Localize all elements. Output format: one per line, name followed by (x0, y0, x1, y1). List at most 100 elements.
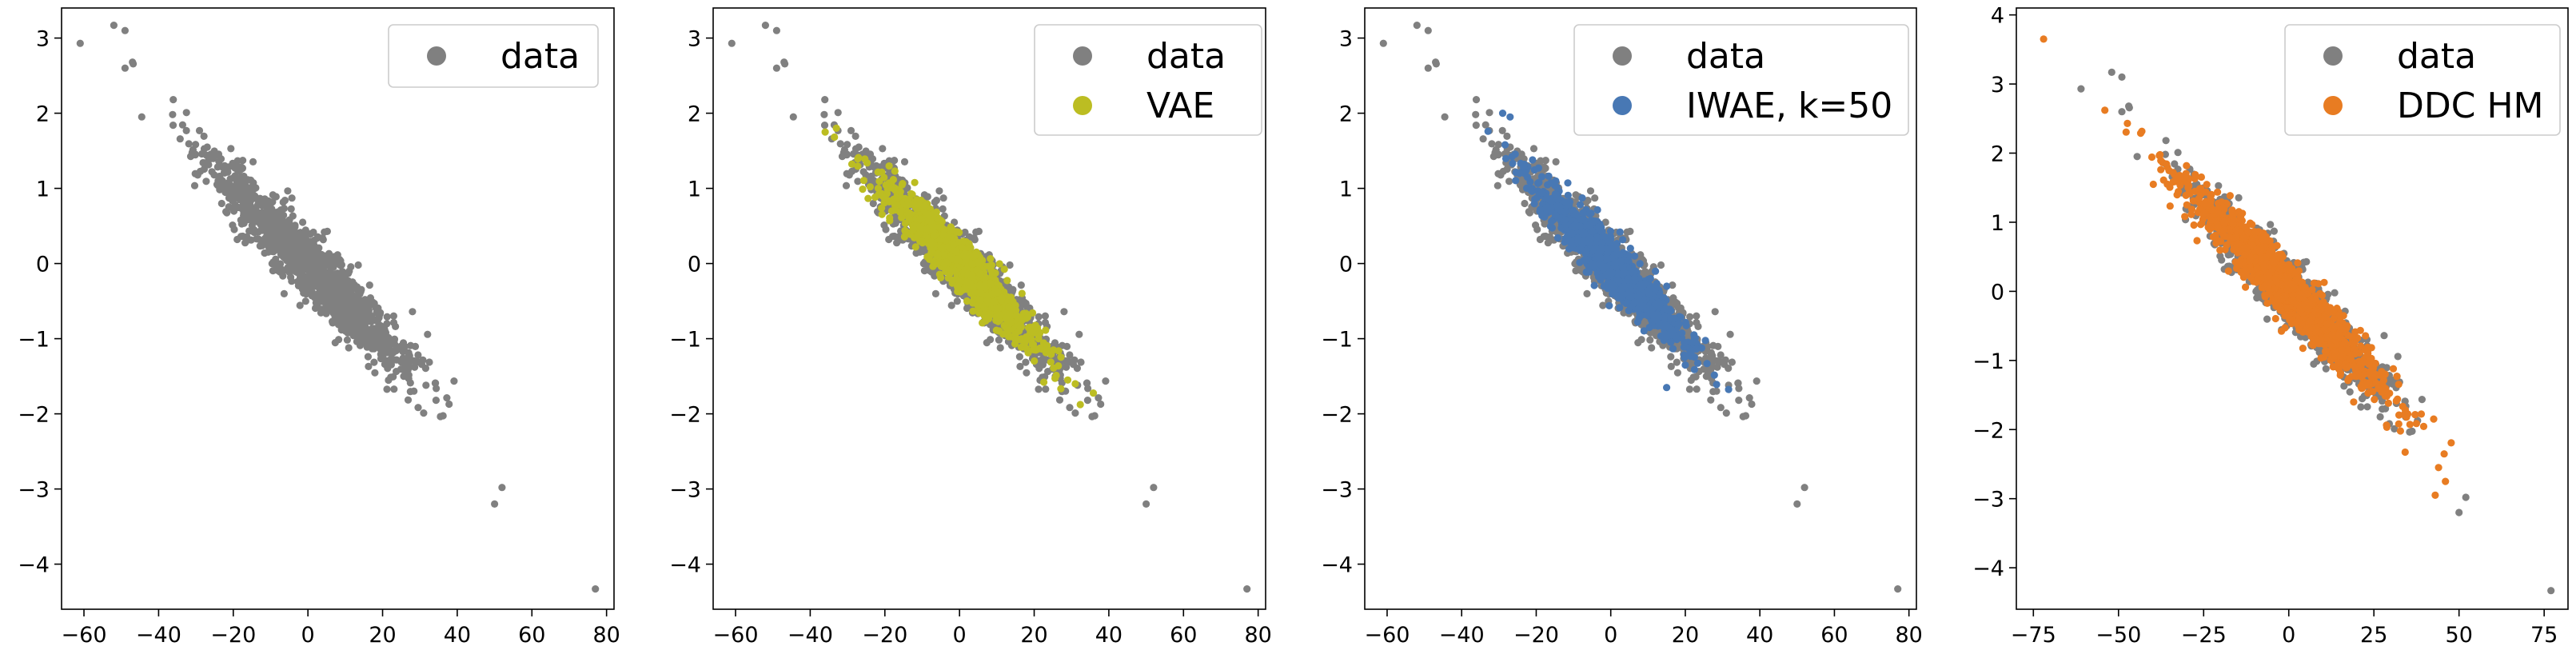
data-point (1066, 351, 1074, 359)
data-point (377, 322, 385, 330)
data-point (842, 181, 851, 189)
y-tick-label: 2 (688, 102, 701, 127)
data-point (313, 281, 321, 289)
data-point (200, 132, 208, 140)
legend-label: VAE (1146, 86, 1214, 126)
data-point (1075, 330, 1083, 338)
data-point (1031, 321, 1039, 329)
data-point (405, 349, 413, 357)
data-point (138, 113, 146, 121)
data-point (863, 159, 871, 167)
data-point (950, 241, 958, 249)
data-point (892, 205, 900, 214)
data-point (878, 168, 886, 176)
data-point (205, 156, 213, 164)
data-point (390, 337, 398, 345)
data-point (1016, 362, 1024, 370)
data-point (380, 341, 388, 349)
x-tick-label: 0 (301, 623, 315, 648)
data-point (309, 273, 317, 281)
data-point (207, 150, 215, 158)
x-tick-label: 80 (592, 623, 620, 648)
data-point (996, 344, 1004, 352)
data-point (987, 255, 995, 263)
data-point (976, 270, 984, 278)
legend-marker (1073, 46, 1092, 66)
data-point (900, 158, 909, 166)
data-point (1713, 387, 1721, 395)
data-point (296, 273, 305, 281)
data-point (972, 228, 980, 236)
x-tick-label: 60 (1170, 623, 1197, 648)
data-point (1012, 311, 1020, 319)
data-point (903, 201, 911, 209)
data-point (223, 209, 231, 217)
data-point (1088, 413, 1096, 421)
data-point (420, 409, 428, 417)
data-point (1142, 500, 1150, 508)
data-point (401, 367, 409, 375)
data-point (293, 232, 301, 240)
data-point (1525, 209, 1533, 217)
data-point (203, 143, 211, 151)
data-point (831, 133, 839, 142)
data-point (365, 317, 373, 325)
data-point (344, 284, 352, 292)
data-point (1051, 374, 1059, 382)
data-point (286, 237, 294, 245)
data-point (345, 267, 353, 275)
data-point (894, 237, 902, 245)
data-point (987, 336, 995, 344)
data-point (169, 122, 177, 130)
data-point (193, 171, 201, 179)
data-point (375, 336, 383, 345)
data-point (353, 283, 361, 291)
legend-label: data (500, 36, 580, 77)
y-tick-label: −4 (18, 553, 50, 578)
data-point (1586, 187, 1595, 195)
data-point (939, 194, 947, 202)
data-point (879, 145, 887, 153)
data-point (292, 268, 300, 276)
y-tick-label: 3 (36, 27, 50, 52)
x-tick-label: 40 (1095, 623, 1123, 648)
data-point (976, 296, 984, 305)
data-point (1042, 326, 1050, 334)
legend-label: data (1146, 36, 1226, 77)
data-point (1018, 289, 1026, 297)
y-tick-label: 3 (688, 27, 701, 52)
data-point (129, 58, 137, 66)
legend: data VAE (1034, 24, 1262, 136)
data-point (385, 347, 393, 355)
data-point (342, 313, 351, 321)
data-point (365, 281, 373, 289)
x-tick-label: 60 (518, 623, 545, 648)
data-point (333, 251, 341, 259)
data-point (409, 308, 417, 316)
data-point (231, 190, 239, 198)
data-point (1722, 409, 1730, 417)
data-point (1028, 309, 1037, 317)
data-point (987, 261, 995, 269)
data-point (1055, 347, 1063, 355)
data-point (874, 185, 883, 193)
data-point (410, 357, 418, 365)
data-point (994, 305, 1002, 313)
data-point (361, 302, 369, 310)
data-point (369, 325, 377, 333)
data-point (272, 225, 280, 233)
data-point (317, 273, 325, 281)
data-point (227, 145, 235, 153)
data-point (859, 168, 867, 176)
data-point (971, 295, 979, 303)
y-tick-label: −4 (669, 553, 701, 578)
data-point (311, 258, 319, 266)
data-point (1015, 327, 1023, 335)
points-layer (728, 22, 1251, 593)
data-point (417, 361, 426, 369)
data-point (1753, 377, 1761, 385)
data-point (1007, 319, 1015, 327)
data-point (1711, 308, 1719, 316)
data-point (905, 209, 913, 217)
data-point (325, 270, 333, 278)
